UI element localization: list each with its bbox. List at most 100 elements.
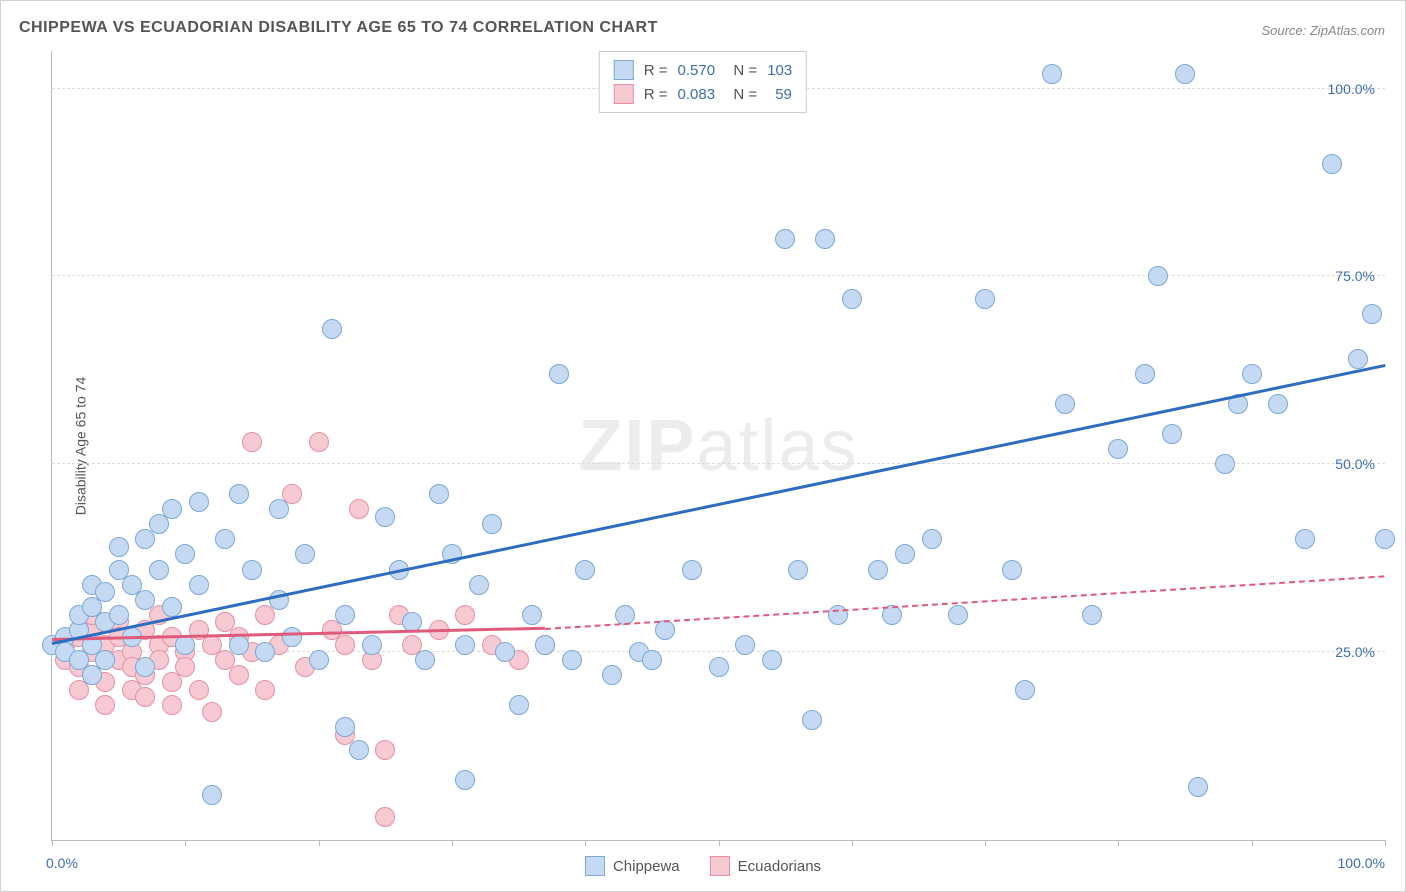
stats-row-ecuadorians: R = 0.083 N = 59 (614, 82, 792, 106)
data-point-chippewa (162, 597, 182, 617)
data-point-chippewa (495, 642, 515, 662)
plot-area: ZIPatlas 25.0% 50.0% 75.0% 100.0% (51, 51, 1385, 841)
data-point-chippewa (109, 537, 129, 557)
x-tick (319, 840, 320, 846)
data-point-chippewa (1295, 529, 1315, 549)
chart-container: CHIPPEWA VS ECUADORIAN DISABILITY AGE 65… (0, 0, 1406, 892)
data-point-ecuadorians (175, 657, 195, 677)
data-point-chippewa (482, 514, 502, 534)
x-axis-max-label: 100.0% (1338, 855, 1385, 871)
data-point-chippewa (415, 650, 435, 670)
data-point-chippewa (135, 590, 155, 610)
x-tick (1252, 840, 1253, 846)
data-point-chippewa (602, 665, 622, 685)
data-point-chippewa (229, 484, 249, 504)
x-tick (985, 840, 986, 846)
data-point-chippewa (162, 499, 182, 519)
y-tick-label: 100.0% (1328, 81, 1375, 97)
data-point-chippewa (109, 605, 129, 625)
data-point-chippewa (1002, 560, 1022, 580)
data-point-chippewa (1082, 605, 1102, 625)
source-attribution: Source: ZipAtlas.com (1261, 23, 1385, 38)
x-tick (852, 840, 853, 846)
x-tick (452, 840, 453, 846)
data-point-chippewa (535, 635, 555, 655)
data-point-chippewa (349, 740, 369, 760)
y-tick-label: 50.0% (1335, 456, 1375, 472)
legend-item-chippewa: Chippewa (585, 856, 680, 876)
data-point-chippewa (1055, 394, 1075, 414)
data-point-chippewa (788, 560, 808, 580)
gridline (52, 275, 1385, 276)
data-point-chippewa (455, 635, 475, 655)
data-point-chippewa (375, 507, 395, 527)
data-point-chippewa (455, 770, 475, 790)
data-point-chippewa (1175, 64, 1195, 84)
data-point-chippewa (522, 605, 542, 625)
data-point-ecuadorians (335, 635, 355, 655)
data-point-chippewa (802, 710, 822, 730)
chart-title: CHIPPEWA VS ECUADORIAN DISABILITY AGE 65… (19, 19, 658, 37)
data-point-chippewa (202, 785, 222, 805)
x-tick (185, 840, 186, 846)
data-point-chippewa (709, 657, 729, 677)
data-point-chippewa (335, 717, 355, 737)
y-tick-label: 25.0% (1335, 644, 1375, 660)
data-point-chippewa (775, 229, 795, 249)
y-tick-label: 75.0% (1335, 268, 1375, 284)
data-point-ecuadorians (375, 740, 395, 760)
data-point-chippewa (815, 229, 835, 249)
swatch-chippewa-icon (585, 856, 605, 876)
data-point-chippewa (1108, 439, 1128, 459)
data-point-ecuadorians (242, 432, 262, 452)
data-point-chippewa (975, 289, 995, 309)
data-point-chippewa (1042, 64, 1062, 84)
x-axis-min-label: 0.0% (46, 855, 78, 871)
data-point-chippewa (242, 560, 262, 580)
data-point-chippewa (842, 289, 862, 309)
data-point-chippewa (175, 544, 195, 564)
data-point-ecuadorians (229, 665, 249, 685)
data-point-chippewa (1348, 349, 1368, 369)
x-tick (1385, 840, 1386, 846)
data-point-ecuadorians (255, 680, 275, 700)
data-point-ecuadorians (162, 695, 182, 715)
stats-row-chippewa: R = 0.570 N = 103 (614, 58, 792, 82)
data-point-chippewa (868, 560, 888, 580)
data-point-chippewa (95, 650, 115, 670)
legend-item-ecuadorians: Ecuadorians (710, 856, 821, 876)
watermark: ZIPatlas (578, 405, 858, 487)
data-point-chippewa (322, 319, 342, 339)
swatch-ecuadorians-icon (710, 856, 730, 876)
data-point-chippewa (189, 575, 209, 595)
data-point-ecuadorians (349, 499, 369, 519)
data-point-chippewa (335, 605, 355, 625)
data-point-ecuadorians (135, 687, 155, 707)
data-point-ecuadorians (309, 432, 329, 452)
data-point-chippewa (255, 642, 275, 662)
data-point-chippewa (828, 605, 848, 625)
data-point-chippewa (1375, 529, 1395, 549)
data-point-chippewa (562, 650, 582, 670)
data-point-chippewa (295, 544, 315, 564)
data-point-ecuadorians (189, 680, 209, 700)
data-point-chippewa (1162, 424, 1182, 444)
data-point-chippewa (549, 364, 569, 384)
data-point-chippewa (1135, 364, 1155, 384)
swatch-ecuadorians (614, 84, 634, 104)
data-point-chippewa (682, 560, 702, 580)
legend-label-chippewa: Chippewa (613, 858, 680, 875)
data-point-chippewa (642, 650, 662, 670)
data-point-chippewa (135, 657, 155, 677)
data-point-chippewa (229, 635, 249, 655)
data-point-chippewa (1242, 364, 1262, 384)
data-point-chippewa (1148, 266, 1168, 286)
data-point-chippewa (189, 492, 209, 512)
x-tick (52, 840, 53, 846)
data-point-chippewa (895, 544, 915, 564)
data-point-chippewa (1215, 454, 1235, 474)
data-point-chippewa (282, 627, 302, 647)
data-point-chippewa (149, 560, 169, 580)
data-point-chippewa (509, 695, 529, 715)
bottom-legend: Chippewa Ecuadorians (585, 856, 821, 876)
